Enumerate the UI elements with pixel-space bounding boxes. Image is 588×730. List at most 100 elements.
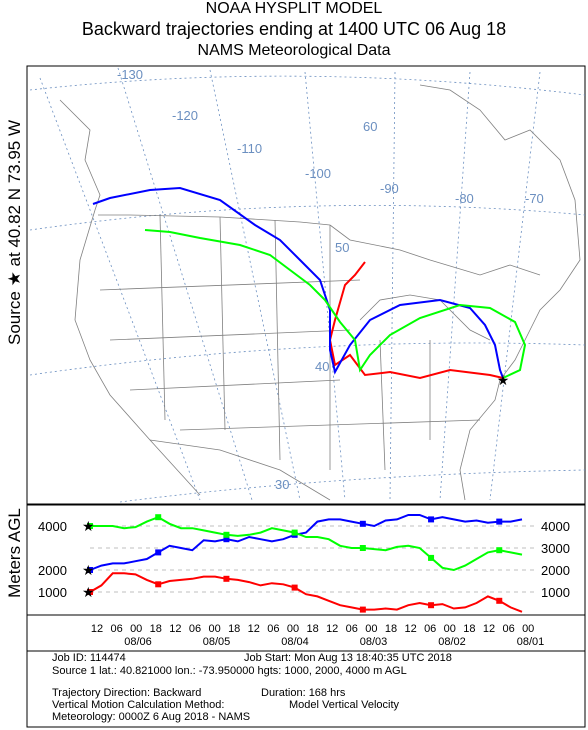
border-east	[329, 224, 541, 276]
lat-label: 50	[335, 240, 349, 255]
y-label-right: 3000	[541, 541, 570, 556]
hour-tick-label: 06	[502, 623, 514, 635]
height-marker	[291, 584, 298, 591]
trajectory-green-4000m	[144, 229, 527, 379]
hour-tick-label: 18	[228, 623, 240, 635]
hour-tick-label: 06	[110, 623, 122, 635]
graticule	[29, 67, 586, 503]
y-label-left: 1000	[38, 585, 67, 600]
height-marker	[155, 549, 162, 556]
hour-tick-label: 18	[463, 623, 475, 635]
info-frame	[26, 650, 586, 728]
state-line-2	[109, 329, 351, 341]
height-marker	[87, 589, 93, 595]
height-marker	[155, 581, 162, 588]
height-marker	[428, 602, 435, 609]
state-line-5	[159, 214, 166, 421]
hour-tick-label: 00	[444, 623, 456, 635]
hour-tick-label: 06	[189, 623, 201, 635]
meridian-90	[389, 71, 396, 501]
us-mexico-border	[149, 439, 331, 501]
lon-label: -100	[305, 166, 331, 181]
lat-label: 40	[315, 359, 329, 374]
hour-tick-label: 12	[91, 623, 103, 635]
hour-tick-label: 12	[169, 623, 181, 635]
y-label-left: 4000	[38, 519, 67, 534]
height-series: ★ ★ ★	[82, 514, 523, 613]
state-line-3	[129, 379, 341, 391]
lon-label: -130	[117, 67, 143, 82]
height-marker	[155, 514, 162, 521]
hour-tick-label: 18	[385, 623, 397, 635]
hour-tick-label: 00	[130, 623, 142, 635]
lon-label: -90	[380, 181, 399, 196]
date-label: 08/01	[517, 636, 545, 648]
us-canada-border	[98, 214, 331, 226]
chart-title: Backward trajectories ending at 1400 UTC…	[81, 19, 507, 39]
source-star-icon: ★	[497, 372, 510, 388]
hour-tick-label: 12	[248, 623, 260, 635]
y-label-right: 2000	[541, 563, 570, 578]
height-marker	[359, 545, 366, 551]
y-label-right: 4000	[541, 519, 570, 534]
height-marker	[428, 516, 435, 523]
start-star-icon: ★	[82, 518, 95, 534]
hour-tick-label: 00	[522, 623, 534, 635]
height-marker	[87, 523, 93, 529]
map-frame	[26, 65, 586, 505]
state-line-6	[219, 216, 226, 431]
hour-tick-label: 12	[483, 623, 495, 635]
date-label: 08/02	[438, 636, 466, 648]
hour-tick-label: 00	[287, 623, 299, 635]
meridian-80	[439, 71, 471, 501]
hour-tick-label: 06	[424, 623, 436, 635]
height-marker	[223, 575, 230, 582]
model-name: NOAA HYSPLIT MODEL	[205, 0, 383, 17]
lon-label: -70	[525, 191, 544, 206]
parallel-60	[29, 75, 586, 96]
hour-tick-label: 12	[326, 623, 338, 635]
date-label: 08/05	[203, 636, 231, 648]
meteorology: Meteorology: 0000Z 6 Aug 2018 - NAMS	[52, 711, 251, 723]
great-lakes	[359, 294, 491, 341]
height-marker	[223, 536, 230, 543]
trajectory-red-1000m	[328, 261, 504, 380]
lon-label: -120	[172, 108, 198, 123]
hour-tick-label: 18	[150, 623, 162, 635]
height-marker	[496, 518, 503, 525]
met-data-subtitle: NAMS Meteorological Data	[197, 42, 391, 59]
state-line-1	[99, 279, 361, 291]
hour-tick-label: 00	[208, 623, 220, 635]
date-label: 08/06	[124, 636, 152, 648]
height-marker	[496, 597, 503, 604]
job-id: Job ID: 114474	[52, 652, 126, 664]
geography	[59, 84, 581, 501]
lon-label: -110	[237, 141, 262, 156]
meridian-70	[489, 71, 541, 501]
height-line-2	[90, 516, 523, 572]
height-panel: 4000 2000 1000 4000 3000 2000 1000 ★ ★ ★	[26, 504, 586, 616]
hour-tick-label: 06	[267, 623, 279, 635]
meridian-120	[117, 67, 253, 501]
lat-label: 60	[363, 119, 377, 134]
date-label: 08/04	[281, 636, 309, 648]
start-star-icon: ★	[82, 562, 95, 578]
trajectories	[92, 186, 527, 380]
vertical-method-value: Model Vertical Velocity	[289, 699, 400, 711]
hour-tick-label: 18	[306, 623, 318, 635]
east-coastline	[419, 84, 581, 501]
hour-ticks: 12 06 00 18 12 06 00 18 12 06 00 18 12 06 00 18 12 06 00 18…	[91, 623, 534, 635]
vertical-method: Vertical Motion Calculation Method:	[52, 699, 225, 711]
source-info: Source 1 lat.: 40.821000 lon.: -73.95000…	[52, 665, 407, 677]
height-marker	[359, 520, 366, 527]
height-marker	[496, 547, 503, 554]
duration: Duration: 168 hrs	[261, 687, 346, 699]
hour-tick-label: 00	[365, 623, 377, 635]
state-line-7	[274, 219, 281, 461]
lat-label: 30	[275, 477, 289, 492]
parallel-50	[29, 204, 586, 231]
time-axis-panel: 12 06 00 18 12 06 00 18 12 06 00 18 12 06 00 18 12 06 00 18…	[26, 614, 586, 652]
height-marker	[223, 531, 230, 538]
hour-tick-label: 12	[404, 623, 416, 635]
height-line-1	[89, 514, 523, 571]
